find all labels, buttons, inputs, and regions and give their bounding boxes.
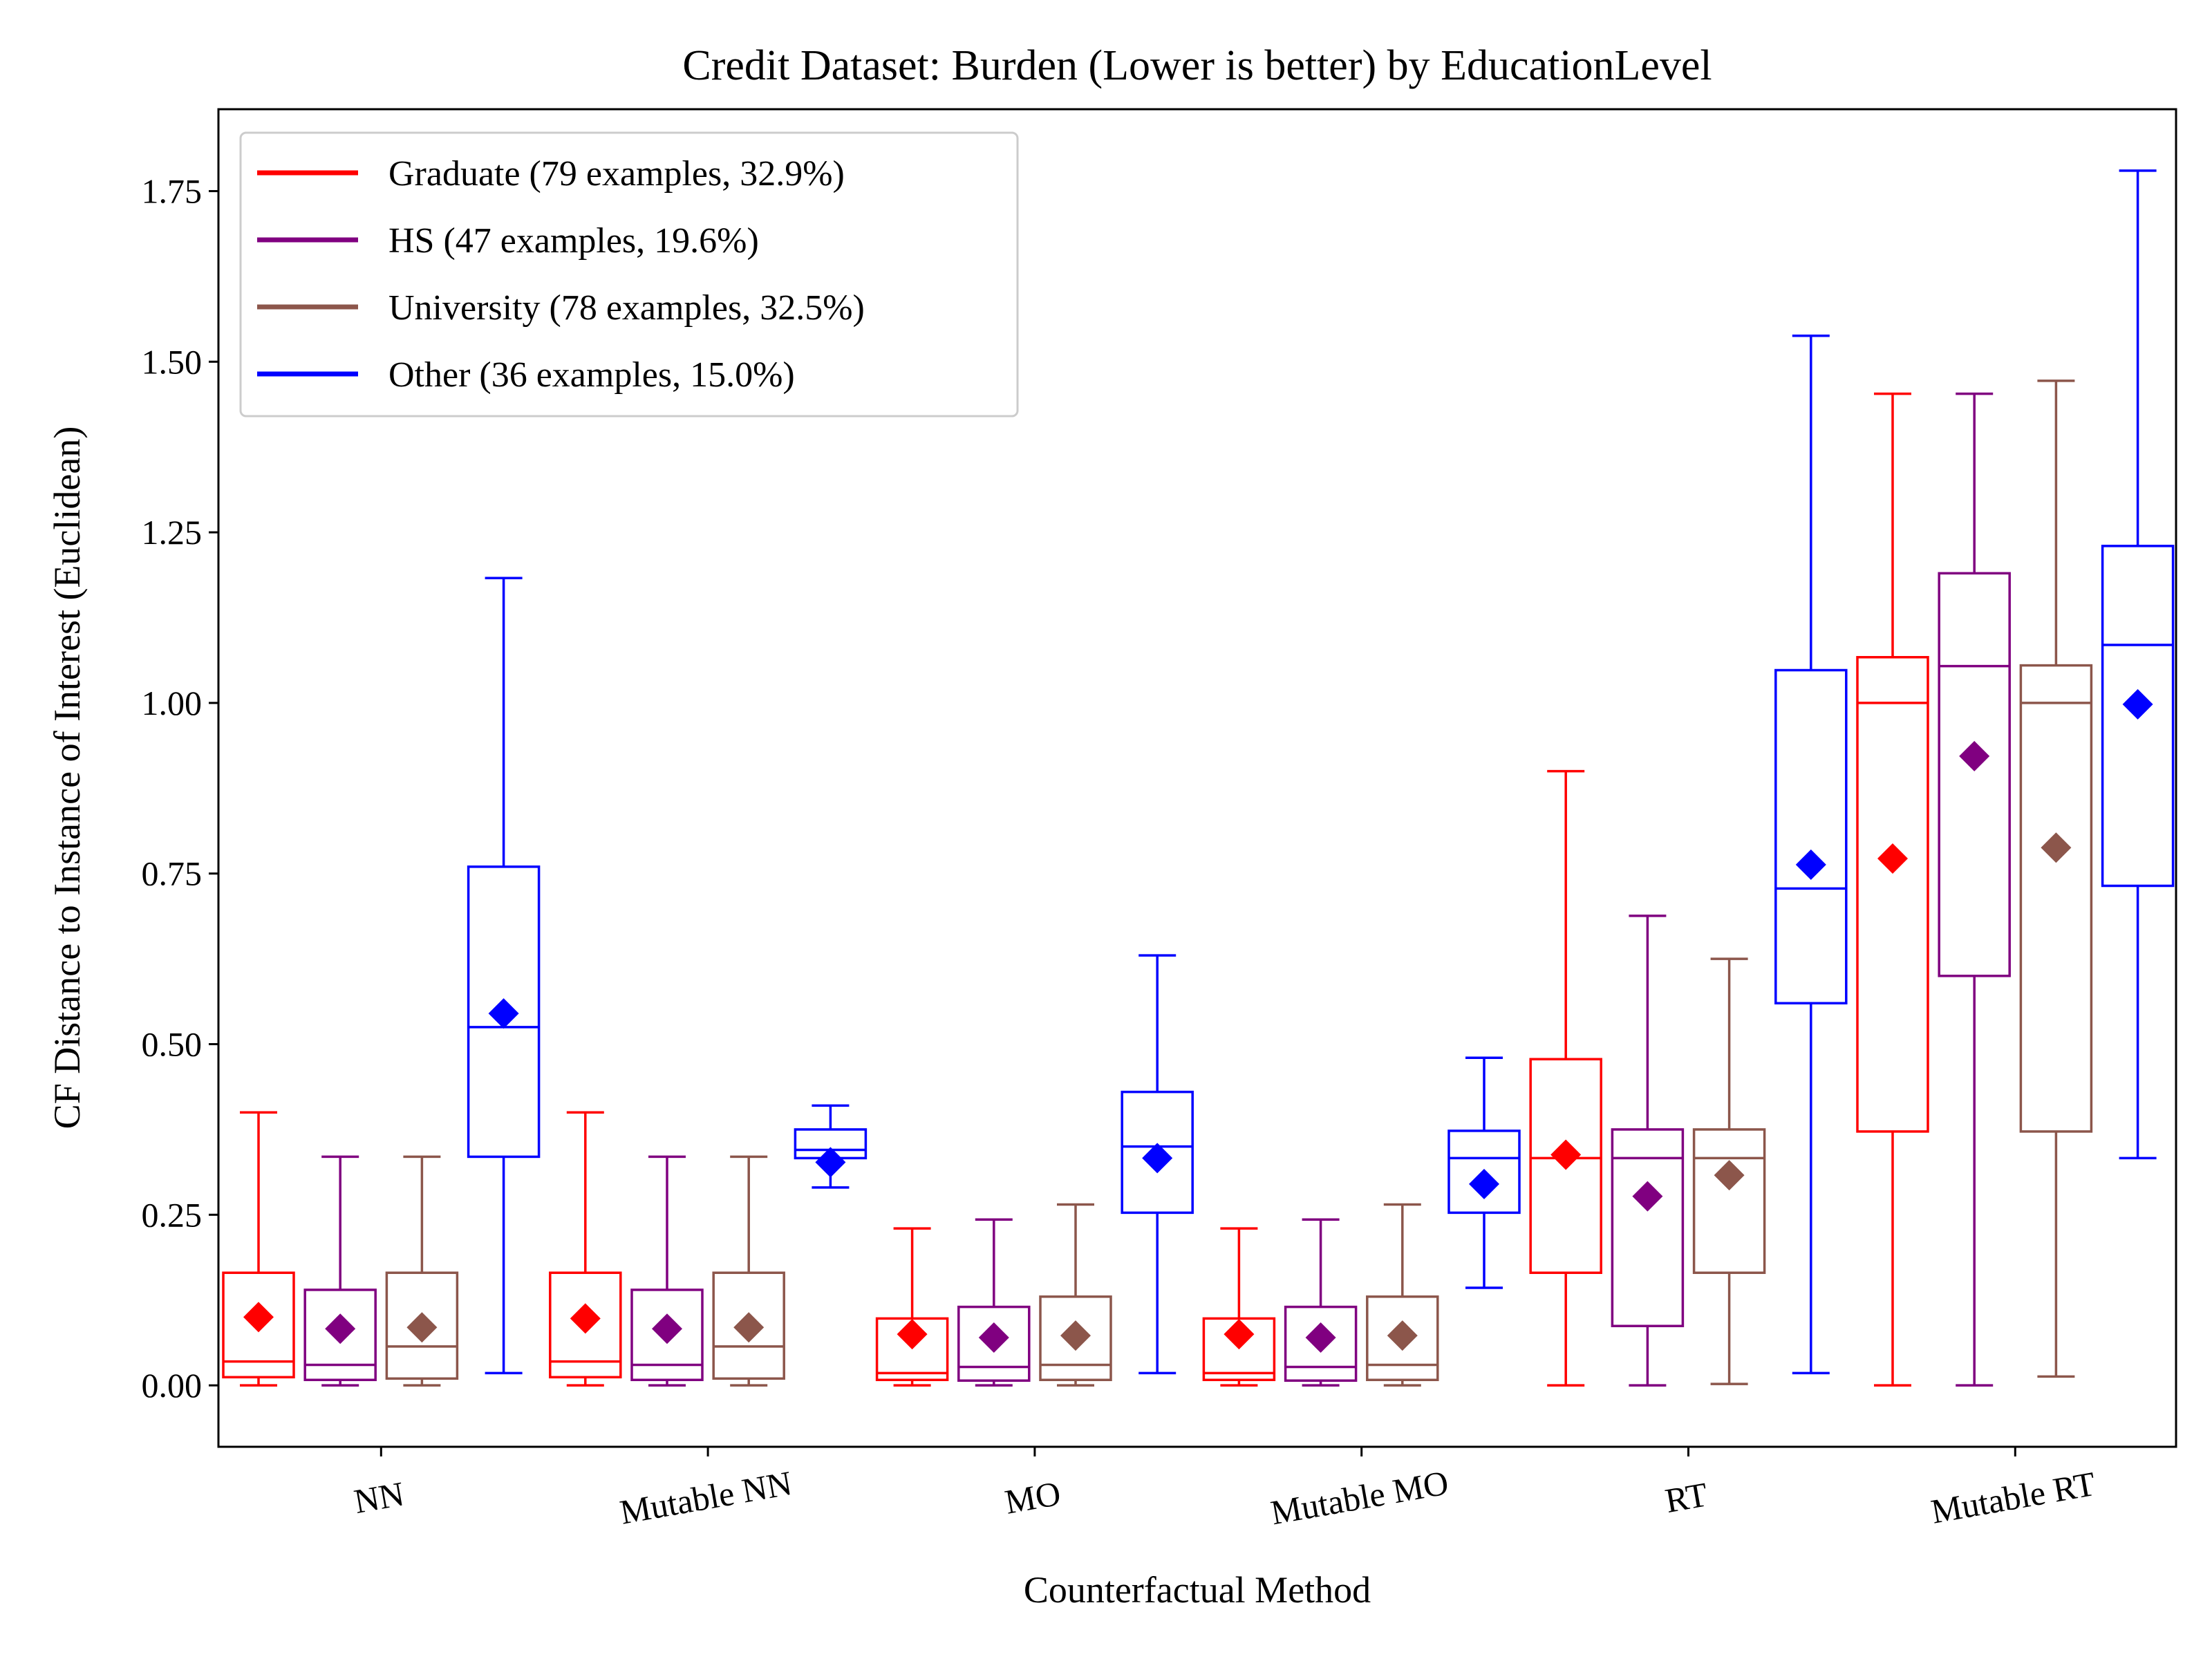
box-plot <box>1447 1056 1521 1289</box>
y-tick-label: 0.25 <box>142 1195 203 1234</box>
box-plot <box>1284 1218 1358 1387</box>
box-iqr <box>1121 1090 1194 1215</box>
chart-title: Credit Dataset: Burden (Lower is better)… <box>682 42 1712 89</box>
legend-label: University (78 examples, 32.5%) <box>388 288 865 328</box>
mean-marker <box>1060 1320 1091 1351</box>
mean-marker <box>1714 1160 1745 1191</box>
mean-marker <box>1305 1322 1336 1353</box>
mean-marker <box>978 1322 1009 1353</box>
mean-marker <box>1632 1181 1663 1212</box>
legend-label: Other (36 examples, 15.0%) <box>388 355 795 395</box>
box-plot <box>222 1111 295 1387</box>
mean-marker <box>243 1302 274 1333</box>
box-plot <box>303 1155 377 1387</box>
x-tick-label: RT <box>1662 1474 1711 1520</box>
box-plot <box>1938 392 2011 1387</box>
x-tick-label: NN <box>351 1474 407 1521</box>
box-plot <box>794 1104 868 1189</box>
y-tick-label: 0.75 <box>142 854 203 893</box>
legend-label: HS (47 examples, 19.6%) <box>388 221 759 261</box>
legend: Graduate (79 examples, 32.9%) HS (47 exam… <box>239 131 1019 418</box>
box-plot <box>712 1155 785 1387</box>
box-iqr <box>1202 1317 1276 1381</box>
box-plot <box>1121 954 1194 1375</box>
box-iqr <box>1774 668 1848 1005</box>
box-plot <box>1529 769 1602 1387</box>
mean-marker <box>488 998 519 1029</box>
box-plot <box>549 1111 622 1387</box>
box-plot <box>467 577 541 1375</box>
plot-frame <box>217 108 2177 1448</box>
mean-marker <box>733 1312 765 1343</box>
box-iqr <box>1856 656 1929 1133</box>
mean-marker <box>325 1313 356 1344</box>
mean-marker <box>815 1147 846 1178</box>
legend-label: Graduate (79 examples, 32.9%) <box>388 154 845 194</box>
box-iqr <box>1938 572 2011 977</box>
mean-marker <box>570 1303 601 1334</box>
box-iqr <box>2101 545 2175 888</box>
y-tick-label: 0.00 <box>142 1366 203 1405</box>
box-iqr <box>1447 1130 1521 1215</box>
mean-marker <box>1469 1168 1499 1199</box>
box-iqr <box>549 1271 622 1379</box>
box-iqr <box>1529 1058 1602 1275</box>
box-plot <box>1202 1227 1276 1387</box>
box-iqr <box>1284 1305 1358 1382</box>
box-plot <box>957 1218 1031 1387</box>
box-plot <box>1774 335 1848 1375</box>
mean-marker <box>1387 1320 1418 1351</box>
box-plot <box>2101 169 2175 1160</box>
x-axis-label: Counterfactual Method <box>1024 1569 1371 1611</box>
box-iqr <box>385 1271 459 1380</box>
y-tick-label: 0.50 <box>142 1025 203 1064</box>
mean-marker <box>652 1313 682 1344</box>
box-plot <box>1039 1203 1112 1387</box>
box-iqr <box>467 865 541 1159</box>
mean-marker <box>406 1312 438 1343</box>
box-plot <box>2019 379 2093 1378</box>
box-iqr <box>875 1317 949 1381</box>
box-plot <box>630 1155 704 1387</box>
mean-marker <box>2122 688 2153 720</box>
box-iqr <box>303 1288 377 1382</box>
box-iqr <box>222 1271 295 1379</box>
box-plot <box>385 1155 459 1387</box>
box-plot <box>875 1227 949 1387</box>
mean-marker <box>1550 1139 1582 1170</box>
box-plot-area <box>222 169 2175 1387</box>
x-tick-label: MO <box>1002 1474 1063 1521</box>
y-tick-label: 1.25 <box>142 513 203 552</box>
box-iqr <box>1611 1128 1685 1328</box>
legend-frame <box>239 131 1019 418</box>
mean-marker <box>1877 843 1908 874</box>
mean-marker <box>897 1319 928 1350</box>
y-axis: 0.00 0.25 0.50 0.75 1.00 1.25 1.50 1.75 <box>142 171 218 1405</box>
box-iqr <box>1039 1295 1112 1382</box>
mean-marker <box>1142 1143 1173 1174</box>
box-iqr <box>712 1271 785 1380</box>
box-iqr <box>2019 664 2093 1133</box>
y-tick-label: 1.75 <box>142 171 203 210</box>
box-iqr <box>1692 1128 1766 1275</box>
mean-marker <box>1795 849 1826 880</box>
y-axis-label: CF Distance to Instance of Interest (Euc… <box>46 427 88 1130</box>
box-plot <box>1366 1203 1439 1387</box>
mean-marker <box>2041 832 2072 863</box>
box-plot <box>1856 392 1929 1387</box>
box-plot <box>1692 957 1766 1385</box>
mean-marker <box>1959 740 1990 771</box>
y-tick-label: 1.00 <box>142 684 203 722</box>
mean-marker <box>1224 1319 1255 1350</box>
box-plot <box>1611 915 1685 1387</box>
box-iqr <box>630 1288 704 1382</box>
box-iqr <box>957 1305 1031 1382</box>
y-tick-label: 1.50 <box>142 342 203 381</box>
box-iqr <box>1366 1295 1439 1382</box>
